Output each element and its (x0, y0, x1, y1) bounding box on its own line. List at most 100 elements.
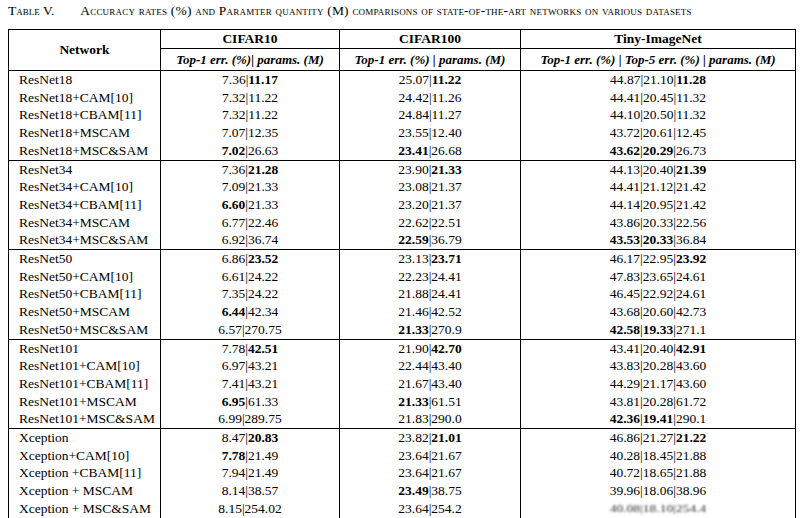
table-row: ResNet50+CAM[10]6.61|24.2222.23|24.4147.… (9, 268, 796, 286)
network-name-cell: Xception + MSCAM (9, 482, 161, 500)
tiny-imagenet-cell: 44.10|20.50|11.32 (521, 106, 796, 124)
cifar100-cell: 23.64|254.2 (340, 500, 521, 518)
cifar100-cell: 24.42|11.26 (340, 89, 521, 107)
cifar100-cell: 23.08|21.37 (340, 178, 521, 196)
table-row: Xception+CAM[10]7.78|21.4923.64|21.6740.… (9, 447, 796, 465)
network-name-cell: ResNet50+CBAM[11] (9, 285, 161, 303)
network-name-cell: Xception (9, 429, 161, 447)
cifar10-cell: 8.15|254.02 (161, 500, 340, 518)
network-name-cell: ResNet50 (9, 250, 161, 268)
cifar100-cell: 23.55|12.40 (340, 124, 521, 142)
table-row: ResNet1017.78|42.5121.90|42.7043.41|20.4… (9, 339, 796, 357)
cifar100-cell: 21.88|24.41 (340, 285, 521, 303)
cifar100-cell: 22.59|36.79 (340, 231, 521, 249)
network-name-cell: ResNet50+CAM[10] (9, 268, 161, 286)
cifar10-cell: 6.60|21.33 (161, 196, 340, 214)
tiny-imagenet-cell: 44.87|21.10|11.28 (521, 71, 796, 89)
cifar100-cell: 22.23|24.41 (340, 268, 521, 286)
tiny-imagenet-cell: 43.86|20.33|22.56 (521, 214, 796, 232)
tiny-imagenet-cell: 44.13|20.40|21.39 (521, 160, 796, 178)
cifar10-cell: 6.99|289.75 (161, 410, 340, 428)
network-name-cell: ResNet34+MSC&SAM (9, 231, 161, 249)
network-name-cell: ResNet101 (9, 339, 161, 357)
cifar100-cell: 25.07|11.22 (340, 71, 521, 89)
network-name-cell: ResNet34+MSCAM (9, 214, 161, 232)
cifar10-cell: 7.02|26.63 (161, 142, 340, 160)
network-name-cell: Xception +CBAM[11] (9, 464, 161, 482)
tiny-imagenet-cell: 46.17|22.95|23.92 (521, 250, 796, 268)
tiny-imagenet-cell: 44.14|20.95|21.42 (521, 196, 796, 214)
cifar100-cell: 23.64|21.67 (340, 447, 521, 465)
table-row: ResNet101+MSCAM6.95|61.3321.33|61.5143.8… (9, 393, 796, 411)
tiny-imagenet-cell: 43.72|20.61|12.45 (521, 124, 796, 142)
tiny-imagenet-subheader: Top-1 err. (%) | Top-5 err. (%) | params… (521, 49, 796, 71)
network-name-cell: ResNet101+MSCAM (9, 393, 161, 411)
cifar100-cell: 21.90|42.70 (340, 339, 521, 357)
table-row: ResNet34+CAM[10]7.09|21.3323.08|21.3744.… (9, 178, 796, 196)
tiny-imagenet-cell: 44.41|21.12|21.42 (521, 178, 796, 196)
table-row: Xception8.47|20.8323.82|21.0146.86|21.27… (9, 429, 796, 447)
table-row: ResNet50+CBAM[11]7.35|24.2221.88|24.4146… (9, 285, 796, 303)
cifar10-cell: 7.78|21.49 (161, 447, 340, 465)
cifar10-cell: 6.86|23.52 (161, 250, 340, 268)
table-row: ResNet347.36|21.2823.90|21.3344.13|20.40… (9, 160, 796, 178)
table-number-label: Table V. (8, 3, 54, 18)
table-row: ResNet18+MSCAM7.07|12.3523.55|12.4043.72… (9, 124, 796, 142)
cifar100-cell: 21.83|290.0 (340, 410, 521, 428)
table-row: Xception + MSC&SAM8.15|254.0223.64|254.2… (9, 500, 796, 518)
paper-page: Table V.Accuracy rates (%) and Paramter … (0, 0, 803, 518)
cifar100-cell: 22.44|43.40 (340, 357, 521, 375)
tiny-imagenet-cell: 42.36|19.41|290.1 (521, 410, 796, 428)
network-name-cell: ResNet101+CAM[10] (9, 357, 161, 375)
table-row: ResNet101+CAM[10]6.97|43.2122.44|43.4043… (9, 357, 796, 375)
cifar10-cell: 7.36|21.28 (161, 160, 340, 178)
cifar10-column-header: CIFAR10 (161, 30, 340, 49)
cifar10-cell: 6.95|61.33 (161, 393, 340, 411)
table-row: ResNet18+MSC&SAM7.02|26.6323.41|26.6843.… (9, 142, 796, 160)
network-name-cell: ResNet18+CBAM[11] (9, 106, 161, 124)
cifar10-cell: 7.36|11.17 (161, 71, 340, 89)
table-row: ResNet34+CBAM[11]6.60|21.3323.20|21.3744… (9, 196, 796, 214)
cifar10-cell: 8.47|20.83 (161, 429, 340, 447)
cifar100-cell: 21.33|61.51 (340, 393, 521, 411)
tiny-imagenet-cell: 43.81|20.28|61.72 (521, 393, 796, 411)
table-row: ResNet101+CBAM[11]7.41|43.2121.67|43.404… (9, 375, 796, 393)
cifar100-cell: 23.82|21.01 (340, 429, 521, 447)
tiny-imagenet-column-header: Tiny-ImageNet (521, 30, 796, 49)
cifar100-cell: 23.90|21.33 (340, 160, 521, 178)
table-row: ResNet506.86|23.5223.13|23.7146.17|22.95… (9, 250, 796, 268)
cifar10-cell: 7.41|43.21 (161, 375, 340, 393)
cifar100-cell: 23.41|26.68 (340, 142, 521, 160)
tiny-imagenet-cell: 43.68|20.60|42.73 (521, 303, 796, 321)
network-block: ResNet1017.78|42.5121.90|42.7043.41|20.4… (9, 339, 796, 429)
table-row: Xception + MSCAM8.14|38.5723.49|38.7539.… (9, 482, 796, 500)
table-row: ResNet18+CBAM[11]7.32|11.2224.84|11.2744… (9, 106, 796, 124)
network-name-cell: ResNet18+MSC&SAM (9, 142, 161, 160)
tiny-imagenet-cell: 44.41|20.45|11.32 (521, 89, 796, 107)
tiny-imagenet-cell: 39.96|18.06|38.96 (521, 482, 796, 500)
table-caption: Table V.Accuracy rates (%) and Paramter … (8, 3, 798, 19)
cifar10-subheader: Top-1 err. (%)| params. (M) (161, 49, 340, 71)
cifar100-cell: 21.67|43.40 (340, 375, 521, 393)
network-name-cell: ResNet18+MSCAM (9, 124, 161, 142)
tiny-imagenet-cell: 43.83|20.28|43.60 (521, 357, 796, 375)
cifar10-cell: 6.44|42.34 (161, 303, 340, 321)
cifar10-cell: 6.61|24.22 (161, 268, 340, 286)
tiny-imagenet-cell: 47.83|23.65|24.61 (521, 268, 796, 286)
cifar10-cell: 7.94|21.49 (161, 464, 340, 482)
cifar10-cell: 6.92|36.74 (161, 231, 340, 249)
cifar10-cell: 8.14|38.57 (161, 482, 340, 500)
table-row: ResNet187.36|11.1725.07|11.2244.87|21.10… (9, 71, 796, 89)
table-row: ResNet34+MSCAM6.77|22.4622.62|22.5143.86… (9, 214, 796, 232)
table-row: ResNet50+MSC&SAM6.57|270.7521.33|270.942… (9, 321, 796, 339)
network-name-cell: Xception+CAM[10] (9, 447, 161, 465)
cifar100-cell: 23.20|21.37 (340, 196, 521, 214)
cifar10-cell: 7.32|11.22 (161, 106, 340, 124)
network-name-cell: ResNet34+CAM[10] (9, 178, 161, 196)
results-table: Network CIFAR10 CIFAR100 Tiny-ImageNet T… (8, 29, 796, 518)
network-name-cell: ResNet50+MSCAM (9, 303, 161, 321)
cifar10-cell: 7.07|12.35 (161, 124, 340, 142)
network-name-cell: Xception + MSC&SAM (9, 500, 161, 518)
cifar10-cell: 7.35|24.22 (161, 285, 340, 303)
cifar100-cell: 24.84|11.27 (340, 106, 521, 124)
